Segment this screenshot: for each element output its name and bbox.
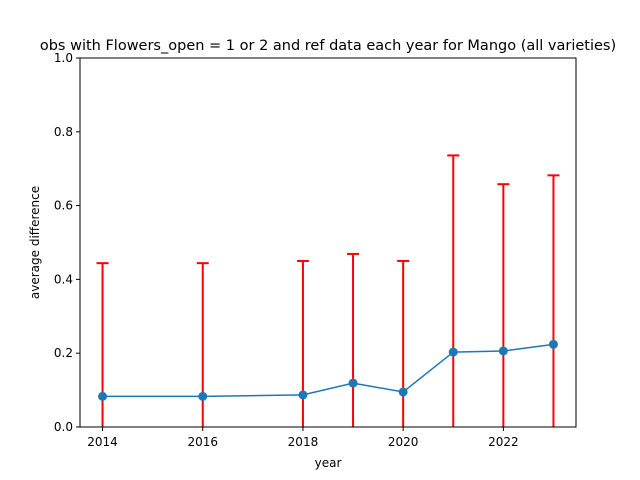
y-axis-ticks: 0.0 0.2 0.4 0.6 0.8 1.0 [54,51,80,434]
data-point [448,347,458,357]
series-line [102,343,554,398]
x-tick-label: 2018 [288,435,319,449]
chart-title: obs with Flowers_open = 1 or 2 and ref d… [40,38,616,54]
y-tick-label: 1.0 [54,51,73,65]
x-tick-label: 2022 [488,435,519,449]
data-point [348,378,358,388]
data-point [498,346,508,356]
y-tick-label: 0.0 [54,420,73,434]
error-bars [96,154,560,427]
x-tick-label: 2016 [187,435,218,449]
data-point [398,387,408,397]
plot-frame [79,57,577,428]
data-point [548,339,558,349]
data-point [98,391,108,401]
y-tick-label: 0.4 [54,272,73,286]
data-point [298,390,308,400]
y-tick-label: 0.8 [54,125,73,139]
data-point [198,391,208,401]
y-tick-label: 0.2 [54,346,73,360]
series-line-group [102,343,554,398]
data-markers [98,339,558,401]
x-tick-label: 2020 [388,435,419,449]
x-tick-label: 2014 [87,435,118,449]
y-axis-title: average difference [28,186,42,299]
x-axis-ticks: 2014 2016 2018 2020 2022 [87,427,519,449]
x-axis-title: year [315,456,342,470]
y-tick-label: 0.6 [54,199,73,213]
